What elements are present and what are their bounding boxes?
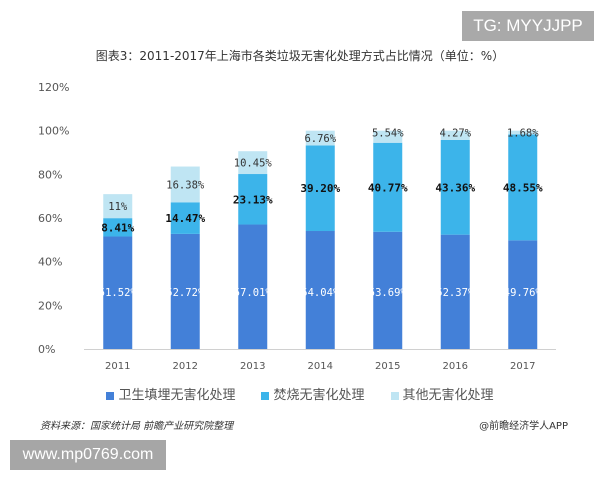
legend-label: 卫生填埋无害化处理 bbox=[118, 388, 236, 403]
data-label: 52.37% bbox=[436, 287, 475, 299]
bar-segment bbox=[238, 174, 268, 225]
bar-segment bbox=[170, 202, 200, 234]
bar-segment bbox=[170, 166, 200, 203]
data-label: 48.55% bbox=[503, 181, 543, 194]
data-label: 10.45% bbox=[234, 158, 273, 170]
y-tick-label: 100% bbox=[38, 125, 69, 138]
bar-segment bbox=[508, 134, 538, 241]
bar-segment bbox=[103, 236, 133, 349]
bar-segment bbox=[238, 151, 268, 175]
bar-segment bbox=[373, 142, 403, 232]
data-label: 52.72% bbox=[166, 287, 205, 299]
data-label: 8.41% bbox=[101, 221, 134, 234]
x-tick-label: 2014 bbox=[308, 361, 333, 372]
chart-title: 图表3：2011-2017年上海市各类垃圾无害化处理方式占比情况（单位：%） bbox=[95, 49, 505, 63]
data-label: 14.47% bbox=[165, 212, 205, 225]
y-tick-label: 40% bbox=[38, 256, 62, 269]
y-tick-label: 0% bbox=[38, 343, 55, 356]
legend-item-incineration: 焚烧无害化处理 bbox=[261, 384, 365, 403]
watermark-bottom: www.mp0769.com bbox=[10, 440, 166, 470]
legend-swatch bbox=[390, 391, 399, 400]
legend-item-landfill: 卫生填埋无害化处理 bbox=[106, 384, 235, 403]
bar-segment bbox=[373, 231, 403, 349]
data-label: 54.04% bbox=[301, 287, 340, 299]
data-label: 39.20% bbox=[300, 182, 340, 195]
legend-label: 其他无害化处理 bbox=[402, 388, 494, 403]
data-label: 5.54% bbox=[372, 128, 404, 140]
bar-segment bbox=[373, 130, 403, 143]
data-label: 11% bbox=[108, 201, 128, 213]
bar-segment bbox=[305, 231, 335, 349]
y-tick-label: 60% bbox=[38, 212, 62, 225]
data-label: 49.76% bbox=[504, 287, 543, 299]
bar-segment bbox=[440, 139, 470, 235]
bar-segment bbox=[103, 218, 133, 237]
source-note: 资料来源：国家统计局 前瞻产业研究院整理 bbox=[40, 421, 234, 432]
data-label: 4.27% bbox=[439, 128, 471, 140]
data-label: 23.13% bbox=[233, 193, 273, 206]
watermark-top: TG: MYYJJPP bbox=[462, 11, 594, 41]
data-label: 43.36% bbox=[435, 181, 475, 194]
data-label: 57.01% bbox=[234, 287, 273, 299]
data-label: 16.38% bbox=[166, 179, 205, 191]
y-tick-label: 20% bbox=[38, 299, 62, 312]
bar-segment bbox=[238, 224, 268, 349]
data-label: 40.77% bbox=[368, 181, 408, 194]
x-tick-label: 2017 bbox=[510, 361, 535, 372]
data-label: 51.52% bbox=[99, 287, 138, 299]
bar-segment bbox=[440, 130, 470, 140]
data-label: 1.68% bbox=[507, 128, 539, 140]
bar-segment bbox=[305, 130, 335, 146]
data-label: 53.69% bbox=[369, 287, 408, 299]
y-tick-label: 80% bbox=[38, 168, 62, 181]
legend-label: 焚烧无害化处理 bbox=[273, 388, 365, 403]
x-tick-label: 2016 bbox=[443, 361, 468, 372]
bar-segment bbox=[508, 240, 538, 349]
legend-item-other: 其他无害化处理 bbox=[390, 384, 494, 403]
bar-segment bbox=[305, 145, 335, 232]
bar-segment bbox=[508, 130, 538, 135]
x-tick-label: 2012 bbox=[173, 361, 198, 372]
legend-swatch bbox=[106, 391, 115, 400]
bar-segment bbox=[170, 233, 200, 349]
x-tick-label: 2011 bbox=[105, 361, 130, 372]
x-tick-label: 2015 bbox=[375, 361, 400, 372]
legend: 卫生填埋无害化处理 焚烧无害化处理 其他无害化处理 bbox=[0, 384, 600, 403]
data-label: 6.76% bbox=[304, 133, 336, 145]
x-tick-label: 2013 bbox=[240, 361, 265, 372]
y-tick-label: 120% bbox=[38, 81, 69, 94]
bar-segment bbox=[440, 234, 470, 349]
legend-swatch bbox=[261, 391, 270, 400]
credit: @前瞻经济学人APP bbox=[479, 421, 568, 432]
bar-segment bbox=[103, 194, 133, 219]
